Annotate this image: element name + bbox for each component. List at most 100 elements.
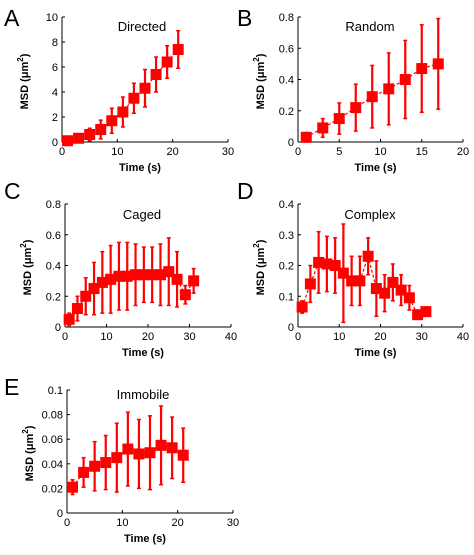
y-tick-label: 0.02 (42, 483, 63, 495)
x-tick-label: 30 (227, 517, 239, 529)
panel-a: A Directed 0 10 20 30 0 2 4 6 8 10 Time (s) MSD (μm2) (4, 5, 234, 174)
data-point-marker (138, 269, 150, 281)
panel-title: Caged (123, 207, 161, 222)
y-tick-label: 0.6 (279, 43, 294, 55)
y-tick-label: 0.08 (42, 410, 63, 422)
panel-letter: D (237, 178, 254, 204)
data-point-marker (362, 250, 374, 262)
data-point-marker (321, 258, 333, 270)
data-point-marker (172, 44, 184, 55)
panel-c: C Caged 0 10 20 30 40 0 0.2 0.4 0.6 0.8 Time (s) MSD … (4, 178, 237, 359)
y-tick-label: 0.06 (42, 434, 63, 446)
data-point-marker (296, 301, 308, 313)
data-point-marker (130, 269, 142, 281)
data-point-marker (317, 122, 329, 134)
y-tick-label: 6 (52, 62, 58, 74)
y-axis-label: MSD (μm2) (252, 239, 267, 295)
y-tick-label: 8 (52, 37, 58, 49)
data-point-marker (78, 466, 90, 478)
data-point-marker (420, 306, 432, 318)
x-axis-label: Time (s) (122, 347, 164, 359)
data-point-marker (139, 82, 151, 94)
y-tick-label: 10 (46, 12, 58, 24)
x-tick-label: 30 (416, 331, 428, 343)
y-tick-label: 0.2 (279, 261, 294, 273)
data-point-marker (146, 269, 158, 281)
data-point-marker (111, 452, 123, 464)
x-tick-label: 15 (416, 146, 428, 158)
data-point-marker (128, 92, 140, 104)
data-point-marker (96, 276, 108, 288)
panel-title: Random (345, 19, 394, 34)
x-tick-label: 20 (167, 146, 179, 158)
data-point-marker (122, 443, 134, 455)
data-point-marker (370, 283, 382, 295)
y-tick-label: 0.8 (279, 12, 294, 24)
y-tick-label: 0.6 (46, 230, 61, 242)
data-point-marker (171, 273, 183, 285)
x-tick-label: 0 (295, 146, 301, 158)
x-tick-label: 0 (295, 331, 301, 343)
x-tick-label: 40 (225, 331, 237, 343)
y-tick-label: 0 (52, 137, 58, 149)
x-axis-label: Time (s) (355, 162, 397, 174)
data-point-marker (144, 447, 156, 459)
data-point-marker (121, 270, 133, 282)
x-tick-label: 10 (100, 331, 112, 343)
x-axis-label: Time (s) (355, 347, 397, 359)
y-tick-label: 0 (57, 508, 63, 520)
y-tick-label: 0.2 (279, 106, 294, 118)
data-point-marker (106, 115, 118, 127)
data-point-marker (403, 292, 415, 304)
x-tick-label: 20 (374, 331, 386, 343)
panel-letter: C (4, 178, 21, 204)
panel-d: D Complex 0 10 20 30 40 0 0.1 0.2 0.3 0.4 Time (s) MS… (237, 178, 469, 359)
panel-letter: E (4, 374, 19, 400)
data-point-marker (105, 273, 117, 285)
data-point-marker (354, 275, 366, 287)
data-point-marker (383, 83, 395, 95)
x-tick-label: 5 (336, 146, 342, 158)
data-point-marker (379, 287, 391, 299)
data-point-marker (161, 56, 173, 68)
y-tick-label: 0.3 (279, 230, 294, 242)
data-point-marker (329, 260, 341, 271)
x-tick-label: 10 (116, 517, 128, 529)
data-point-marker (133, 448, 145, 460)
x-tick-label: 10 (333, 331, 345, 343)
y-tick-label: 0.1 (279, 291, 294, 303)
data-point-marker (89, 460, 101, 472)
x-axis-label: Time (s) (124, 533, 166, 545)
data-point-marker (350, 102, 362, 114)
x-axis-label: Time (s) (119, 162, 161, 174)
x-tick-label: 30 (222, 146, 234, 158)
data-point-marker (387, 276, 399, 288)
panel-title: Immobile (117, 387, 170, 402)
x-tick-label: 10 (111, 146, 123, 158)
data-point-marker (73, 132, 85, 144)
data-point-marker (84, 129, 96, 140)
data-point-marker (395, 284, 407, 296)
data-point-marker (313, 256, 325, 268)
y-tick-label: 0.4 (46, 261, 61, 273)
y-tick-label: 0.4 (279, 199, 294, 211)
x-tick-label: 0 (64, 517, 70, 529)
data-point-marker (346, 275, 358, 287)
y-tick-label: 0.2 (46, 291, 61, 303)
data-point-marker (416, 63, 428, 75)
data-point-marker (177, 449, 189, 461)
data-point-marker (337, 267, 349, 279)
data-point-marker (366, 91, 378, 103)
data-point-marker (155, 439, 167, 451)
x-tick-label: 10 (374, 146, 386, 158)
y-axis-label: MSD (μm2) (19, 239, 34, 295)
panel-letter: B (237, 5, 252, 31)
x-tick-label: 0 (59, 146, 65, 158)
y-axis-label: MSD (μm2) (252, 53, 267, 109)
x-tick-label: 30 (183, 331, 195, 343)
y-tick-label: 0.04 (42, 459, 63, 471)
data-point-marker (304, 278, 316, 290)
x-tick-label: 20 (172, 517, 184, 529)
y-tick-label: 0.8 (46, 199, 61, 211)
